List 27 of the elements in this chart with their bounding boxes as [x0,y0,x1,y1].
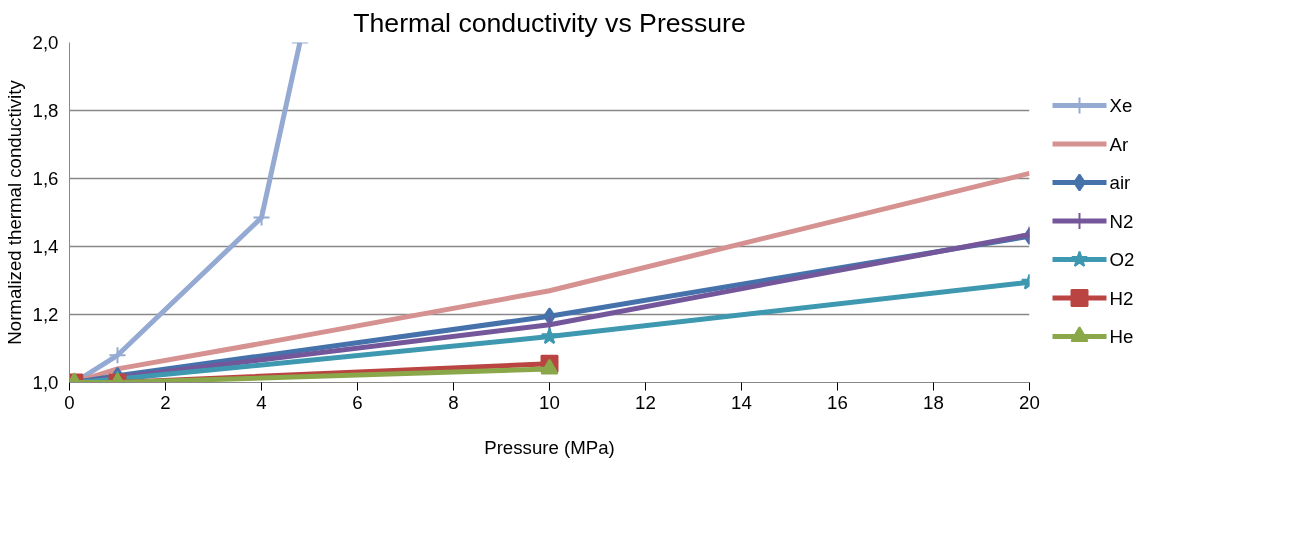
y-tick-label: 2,0 [32,32,59,53]
x-tick-label: 14 [731,391,752,413]
legend-label: H2 [1109,287,1134,309]
x-tick-label: 0 [64,391,75,413]
x-tick-label: 12 [635,391,656,413]
x-tick-label: 10 [539,391,560,413]
x-tick-label: 16 [827,391,848,413]
legend-label: Xe [1109,95,1133,116]
y-tick-label: 1,8 [32,100,59,121]
y-tick-label: 1,4 [32,236,59,257]
y-tick-label: 1,6 [32,168,59,189]
y-tick-label: 1,0 [32,372,59,393]
x-tick-label: 18 [923,391,944,413]
y-axis-title: Normalized thermal conductivity [3,79,25,345]
chart-title: Thermal conductivity vs Pressure [353,7,746,38]
legend-label: air [1109,172,1131,193]
x-tick-label: 20 [1019,391,1040,413]
legend-label: Ar [1109,133,1129,155]
legend-label: O2 [1109,249,1135,270]
y-tick-label: 1,2 [32,304,59,325]
legend-label: He [1109,326,1134,347]
x-tick-label: 8 [448,391,459,413]
legend-label: N2 [1109,210,1134,232]
x-tick-label: 4 [256,391,267,413]
x-tick-label: 6 [352,391,363,413]
x-tick-label: 2 [160,391,171,413]
x-axis-title: Pressure (MPa) [484,436,615,458]
